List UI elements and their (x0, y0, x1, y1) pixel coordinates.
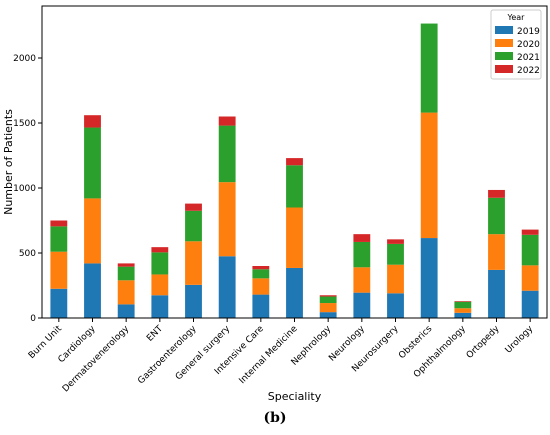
bar-segment-2020-obsterics (420, 112, 438, 239)
bar-segment-2022-neurology (353, 234, 371, 242)
x-tick-label: Dermatovenerology (61, 324, 132, 395)
legend-label-2019: 2019 (517, 27, 540, 37)
bar-segment-2021-dermatovenerology (117, 266, 135, 281)
bar-segment-2021-ophthalmology (454, 301, 472, 309)
bar-segment-2022-cardiology (84, 115, 101, 128)
bar-segment-2020-urology (521, 265, 539, 291)
legend-label-2020: 2020 (517, 40, 540, 50)
bar-segment-2019-ortopedy (488, 269, 505, 318)
bar-segment-2020-gastroenterology (185, 241, 202, 285)
bar-segment-2021-cardiology (84, 127, 101, 199)
bar-segment-2020-ortopedy (488, 234, 505, 270)
legend: Year 2019 2020 2021 2022 (490, 9, 542, 80)
bar-segment-2022-ent (151, 247, 169, 253)
legend-swatch-2019 (495, 26, 513, 34)
bar-segment-2019-neurology (353, 292, 371, 318)
bar-segment-2019-ent (151, 295, 169, 318)
bar-segment-2019-gastroenterology (185, 284, 202, 318)
bar-segment-2022-ophthalmology (454, 301, 472, 302)
bar-segment-2021-neurology (353, 241, 371, 268)
legend-swatch-2021 (495, 52, 513, 60)
bar-segment-2021-general-surgery (218, 125, 236, 183)
bar-segment-2019-obsterics (420, 238, 438, 318)
x-tick-label: Ortopedy (465, 324, 502, 361)
bar-segment-2020-neurology (353, 267, 371, 293)
bar-segment-2022-dermatovenerology (117, 263, 135, 267)
bar-segment-2021-gastroenterology (185, 210, 202, 242)
x-tick-label: Urology (504, 324, 536, 356)
bar-segment-2019-urology (521, 290, 539, 318)
bar-segment-2022-intensive-care (252, 266, 270, 270)
bar-segment-2022-general-surgery (218, 116, 236, 126)
legend-label-2022: 2022 (517, 66, 540, 76)
bar-segment-2019-general-surgery (218, 256, 236, 318)
y-tick-label: 1500 (13, 119, 36, 129)
bar-segment-2021-urology (521, 234, 539, 266)
bar-segment-2022-neurosurgery (387, 239, 404, 244)
bar-segment-2022-nephrology (319, 295, 337, 297)
y-tick-label: 2000 (13, 54, 36, 64)
bar-segment-2019-dermatovenerology (117, 304, 135, 318)
y-tick-label: 500 (19, 249, 36, 259)
bar-segment-2021-burn-unit (50, 226, 68, 252)
legend-swatch-2020 (495, 39, 513, 47)
legend-label-2021: 2021 (517, 53, 540, 63)
bar-segment-2019-nephrology (319, 312, 337, 318)
bar-segment-2019-burn-unit (50, 288, 68, 318)
bar-segment-2020-cardiology (84, 198, 101, 264)
legend-title: Year (507, 13, 526, 22)
legend-swatch-2022 (495, 65, 513, 73)
x-tick-label: Internal Medicine (238, 324, 300, 386)
x-axis-label: Speciality (268, 390, 322, 403)
bar-segment-2019-internal-medicine (286, 267, 303, 318)
bar-segment-2020-nephrology (319, 303, 337, 313)
bar-segment-2020-ophthalmology (454, 308, 472, 313)
y-ticks-group: 0 500 1000 1500 2000 (13, 54, 42, 324)
bar-segment-2019-cardiology (84, 263, 101, 318)
bars-group (50, 23, 539, 318)
bar-segment-2021-nephrology (319, 296, 337, 304)
bar-segment-2022-gastroenterology (185, 203, 202, 211)
bar-segment-2021-internal-medicine (286, 165, 303, 208)
y-tick-label: 1000 (13, 184, 36, 194)
bar-segment-2022-internal-medicine (286, 158, 303, 166)
x-tick-label: Gastroenterology (136, 324, 199, 387)
bar-segment-2020-neurosurgery (387, 264, 404, 294)
bar-segment-2019-intensive-care (252, 294, 270, 318)
bar-segment-2020-intensive-care (252, 278, 270, 295)
bar-segment-2020-general-surgery (218, 182, 236, 257)
bar-segment-2020-internal-medicine (286, 207, 303, 268)
bar-segment-2020-ent (151, 274, 169, 296)
bar-segment-2022-ortopedy (488, 189, 505, 198)
bar-segment-2021-ortopedy (488, 197, 505, 235)
y-tick-label: 0 (30, 314, 36, 324)
bar-segment-2019-ophthalmology (454, 312, 472, 318)
y-axis-label: Number of Patients (2, 109, 15, 215)
bar-segment-2021-ent (151, 252, 169, 275)
bar-segment-2021-obsterics (420, 23, 438, 113)
bar-segment-2019-neurosurgery (387, 293, 404, 318)
bar-segment-2022-burn-unit (50, 220, 68, 227)
bar-segment-2020-dermatovenerology (117, 280, 135, 305)
bar-segment-2020-burn-unit (50, 251, 68, 289)
plot-frame (41, 5, 548, 319)
bar-segment-2021-intensive-care (252, 269, 270, 279)
bar-segment-2022-urology (521, 229, 539, 235)
x-tick-label: ENT (145, 324, 165, 344)
bar-segment-2021-neurosurgery (387, 243, 404, 265)
figure-caption: (b) (263, 410, 287, 426)
